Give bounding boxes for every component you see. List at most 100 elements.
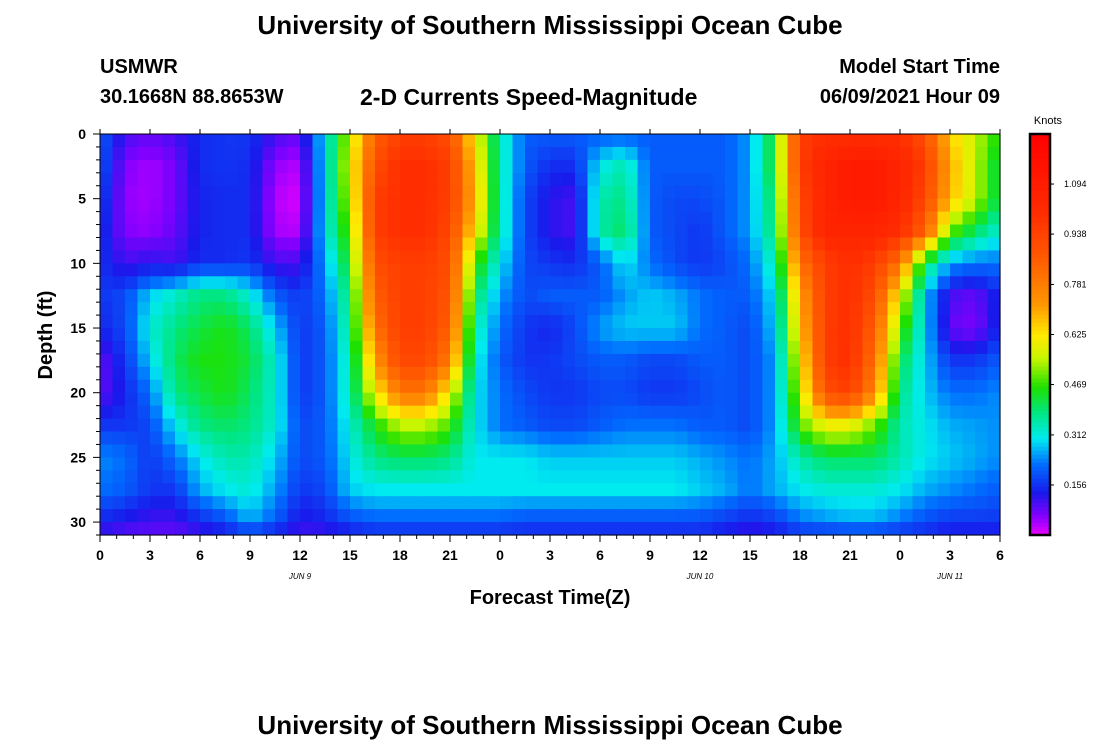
heatmap-cell xyxy=(150,302,164,316)
heatmap-cell xyxy=(237,418,251,433)
heatmap-cell xyxy=(887,289,901,303)
heatmap-cell xyxy=(437,211,451,226)
heatmap-cell xyxy=(412,211,426,226)
heatmap-cell xyxy=(287,289,301,303)
heatmap-cell xyxy=(350,159,364,174)
heatmap-cell xyxy=(925,431,939,446)
heatmap-cell xyxy=(962,134,976,148)
heatmap-cell xyxy=(150,457,164,471)
heatmap-cell xyxy=(925,470,939,484)
x-tick-label: 12 xyxy=(692,547,708,563)
heatmap-cell xyxy=(375,366,389,381)
heatmap-cell xyxy=(562,431,576,446)
heatmap-cell xyxy=(712,211,726,226)
date-label: JUN 11 xyxy=(936,572,963,581)
heatmap-cell xyxy=(787,379,801,394)
heatmap-cell xyxy=(487,185,501,200)
heatmap-cell xyxy=(825,522,839,536)
heatmap-cell xyxy=(662,276,676,290)
heatmap-cell xyxy=(212,289,226,303)
heatmap-cell xyxy=(525,315,539,329)
heatmap-cell xyxy=(512,263,526,277)
heatmap-cell xyxy=(950,302,964,316)
heatmap-cell xyxy=(937,224,951,239)
heatmap-cell xyxy=(737,250,751,264)
heatmap-cell xyxy=(125,444,139,458)
date-labels: JUN 9 JUN 10 JUN 11 xyxy=(288,572,963,581)
heatmap-cell xyxy=(137,366,151,381)
colorbar-swatch xyxy=(1030,146,1050,151)
heatmap-cell xyxy=(212,159,226,174)
colorbar-swatch xyxy=(1030,362,1050,368)
heatmap-cell xyxy=(812,302,826,316)
heatmap-cell xyxy=(525,289,539,303)
x-tick-label: 3 xyxy=(146,547,154,563)
heatmap-cell xyxy=(962,250,976,264)
heatmap-cell xyxy=(912,185,926,200)
heatmap-cell xyxy=(750,185,764,200)
heatmap-cell xyxy=(175,263,189,277)
heatmap-cell xyxy=(837,379,851,394)
heatmap-cell xyxy=(812,496,826,510)
heatmap-cell xyxy=(512,328,526,342)
heatmap-cell xyxy=(475,522,489,536)
heatmap-cell xyxy=(950,418,964,433)
heatmap-cell xyxy=(900,431,914,446)
heatmap-cell xyxy=(862,224,876,239)
heatmap-cell xyxy=(850,379,864,394)
heatmap-cell xyxy=(137,522,151,536)
heatmap-cell xyxy=(312,250,326,264)
heatmap-cell xyxy=(375,302,389,316)
heatmap-cell xyxy=(137,302,151,316)
heatmap-cell xyxy=(950,509,964,523)
heatmap-cell xyxy=(962,172,976,187)
heatmap-cell xyxy=(187,276,201,290)
heatmap-cell xyxy=(287,198,301,213)
heatmap-cell xyxy=(625,185,639,200)
heatmap-cell xyxy=(275,263,289,277)
heatmap-cell xyxy=(762,134,776,148)
heatmap-cell xyxy=(487,250,501,264)
heatmap-cell xyxy=(925,276,939,290)
heatmap-cell xyxy=(100,250,114,264)
heatmap-cell xyxy=(787,522,801,536)
heatmap-cell xyxy=(187,483,201,497)
heatmap-cell xyxy=(675,483,689,497)
heatmap-cell xyxy=(762,470,776,484)
heatmap-cell xyxy=(237,483,251,497)
heatmap-cell xyxy=(262,522,276,536)
heatmap-cell xyxy=(375,198,389,213)
heatmap-cell xyxy=(962,159,976,174)
heatmap-cell xyxy=(112,172,126,187)
heatmap-cell xyxy=(462,134,476,148)
heatmap-cell xyxy=(475,146,489,161)
heatmap-cell xyxy=(637,353,651,368)
heatmap-cell xyxy=(325,328,339,342)
heatmap-cell xyxy=(787,198,801,213)
heatmap-cell xyxy=(712,289,726,303)
heatmap-cell xyxy=(412,315,426,329)
colorbar-swatch xyxy=(1030,210,1050,215)
heatmap-cell xyxy=(262,134,276,148)
heatmap-cell xyxy=(237,237,251,252)
heatmap-cell xyxy=(250,276,264,290)
heatmap-cell xyxy=(287,418,301,433)
heatmap-cell xyxy=(912,211,926,226)
heatmap-cell xyxy=(850,263,864,277)
heatmap-cell xyxy=(925,289,939,303)
heatmap-cell xyxy=(312,444,326,458)
heatmap-cell xyxy=(775,276,789,290)
heatmap-cell xyxy=(400,237,414,252)
heatmap-cell xyxy=(900,496,914,510)
heatmap-cell xyxy=(150,366,164,381)
heatmap-cells xyxy=(100,134,1001,536)
heatmap-cell xyxy=(487,366,501,381)
heatmap-cell xyxy=(112,159,126,174)
heatmap-cell xyxy=(150,392,164,407)
heatmap-cell xyxy=(925,146,939,161)
heatmap-cell xyxy=(612,211,626,226)
heatmap-cell xyxy=(425,522,439,536)
heatmap-cell xyxy=(875,172,889,187)
heatmap-cell xyxy=(700,198,714,213)
heatmap-cell xyxy=(325,250,339,264)
